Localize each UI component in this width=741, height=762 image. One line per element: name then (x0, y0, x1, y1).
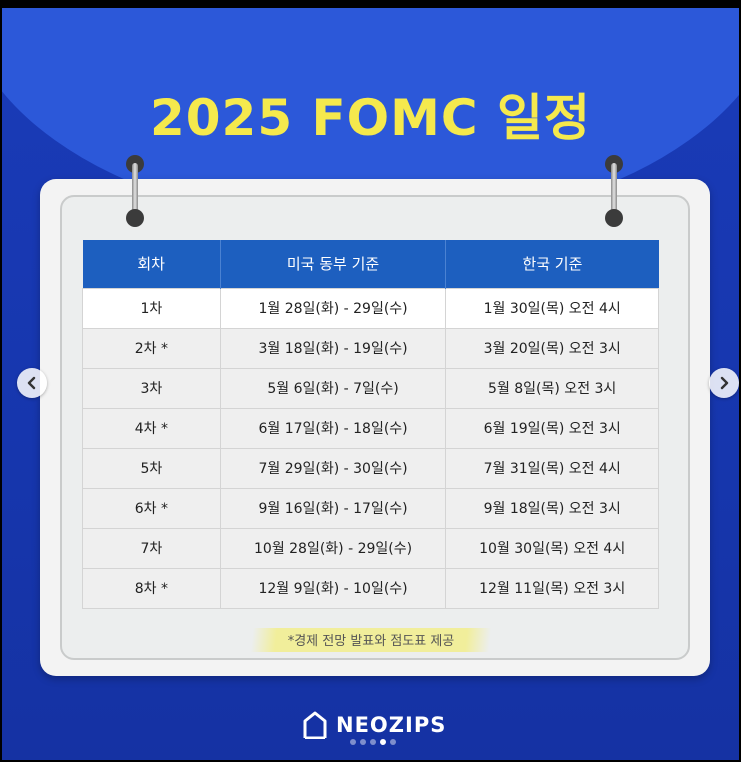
footnote-text: *경제 전망 발표와 점도표 제공 (287, 634, 455, 649)
slide-card: 2025 FOMC 일정 회차 미국 동부 기준 한국 기준 1차 1월 28일… (2, 8, 739, 760)
chevron-right-icon (720, 376, 729, 390)
cell-round: 7차 (82, 527, 221, 569)
brand-logo: NEOZIPS (302, 710, 446, 740)
table-row: 8차 * 12월 9일(화) - 10일(수) 12월 11일(목) 오전 3시 (82, 567, 659, 609)
table-header-row: 회차 미국 동부 기준 한국 기준 (82, 240, 659, 288)
chevron-left-icon (27, 376, 36, 390)
table-row: 1차 1월 28일(화) - 29일(수) 1월 30일(목) 오전 4시 (82, 287, 659, 329)
cell-round: 1차 (82, 287, 221, 329)
carousel-indicator (350, 739, 396, 745)
header-korea: 한국 기준 (445, 240, 659, 288)
cell-kr-date: 10월 30일(목) 오전 4시 (445, 527, 659, 569)
carousel-dot[interactable] (360, 739, 366, 745)
cell-us-date: 3월 18일(화) - 19일(수) (219, 327, 447, 369)
cell-us-date: 9월 16일(화) - 17일(수) (219, 487, 447, 529)
fomc-schedule-table: 회차 미국 동부 기준 한국 기준 1차 1월 28일(화) - 29일(수) … (82, 240, 659, 609)
cell-us-date: 5월 6일(화) - 7일(수) (219, 367, 447, 409)
brand-name: NEOZIPS (336, 713, 447, 737)
table-row: 3차 5월 6일(화) - 7일(수) 5월 8일(목) 오전 3시 (82, 367, 659, 409)
cell-round: 3차 (82, 367, 221, 409)
carousel-dot[interactable] (350, 739, 356, 745)
carousel-dot[interactable] (370, 739, 376, 745)
table-row: 7차 10월 28일(화) - 29일(수) 10월 30일(목) 오전 4시 (82, 527, 659, 569)
page-title: 2025 FOMC 일정 (149, 89, 592, 147)
table-row: 2차 * 3월 18일(화) - 19일(수) 3월 20일(목) 오전 3시 (82, 327, 659, 369)
table-row: 4차 * 6월 17일(화) - 18일(수) 6월 19일(목) 오전 3시 (82, 407, 659, 449)
cell-kr-date: 1월 30일(목) 오전 4시 (445, 287, 659, 329)
header-round: 회차 (82, 240, 221, 288)
cell-us-date: 12월 9일(화) - 10일(수) (219, 567, 447, 609)
cell-kr-date: 12월 11일(목) 오전 3시 (445, 567, 659, 609)
cell-kr-date: 6월 19일(목) 오전 3시 (445, 407, 659, 449)
cell-us-date: 7월 29일(화) - 30일(수) (219, 447, 447, 489)
cell-us-date: 10월 28일(화) - 29일(수) (219, 527, 447, 569)
header-us-eastern: 미국 동부 기준 (220, 240, 447, 288)
cell-round: 4차 * (82, 407, 221, 449)
carousel-next-button[interactable] (709, 368, 739, 398)
cell-us-date: 6월 17일(화) - 18일(수) (219, 407, 447, 449)
cell-kr-date: 7월 31일(목) 오전 4시 (445, 447, 659, 489)
house-logo-icon (302, 711, 328, 740)
cell-us-date: 1월 28일(화) - 29일(수) (219, 287, 447, 329)
carousel-dot[interactable] (390, 739, 396, 745)
carousel-prev-button[interactable] (17, 368, 47, 398)
table-row: 5차 7월 29일(화) - 30일(수) 7월 31일(목) 오전 4시 (82, 447, 659, 489)
carousel-dot-active[interactable] (380, 739, 386, 745)
cell-round: 6차 * (82, 487, 221, 529)
cell-kr-date: 9월 18일(목) 오전 3시 (445, 487, 659, 529)
cell-round: 5차 (82, 447, 221, 489)
table-row: 6차 * 9월 16일(화) - 17일(수) 9월 18일(목) 오전 3시 (82, 487, 659, 529)
cell-round: 2차 * (82, 327, 221, 369)
cell-kr-date: 5월 8일(목) 오전 3시 (445, 367, 659, 409)
cell-round: 8차 * (82, 567, 221, 609)
cell-kr-date: 3월 20일(목) 오전 3시 (445, 327, 659, 369)
